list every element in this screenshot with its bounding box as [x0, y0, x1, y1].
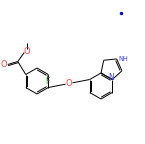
Text: O: O	[1, 60, 8, 69]
Text: N: N	[108, 73, 114, 83]
Text: F: F	[45, 77, 49, 86]
Text: O: O	[23, 47, 30, 56]
Text: NH: NH	[119, 56, 128, 62]
Text: O: O	[66, 79, 72, 88]
